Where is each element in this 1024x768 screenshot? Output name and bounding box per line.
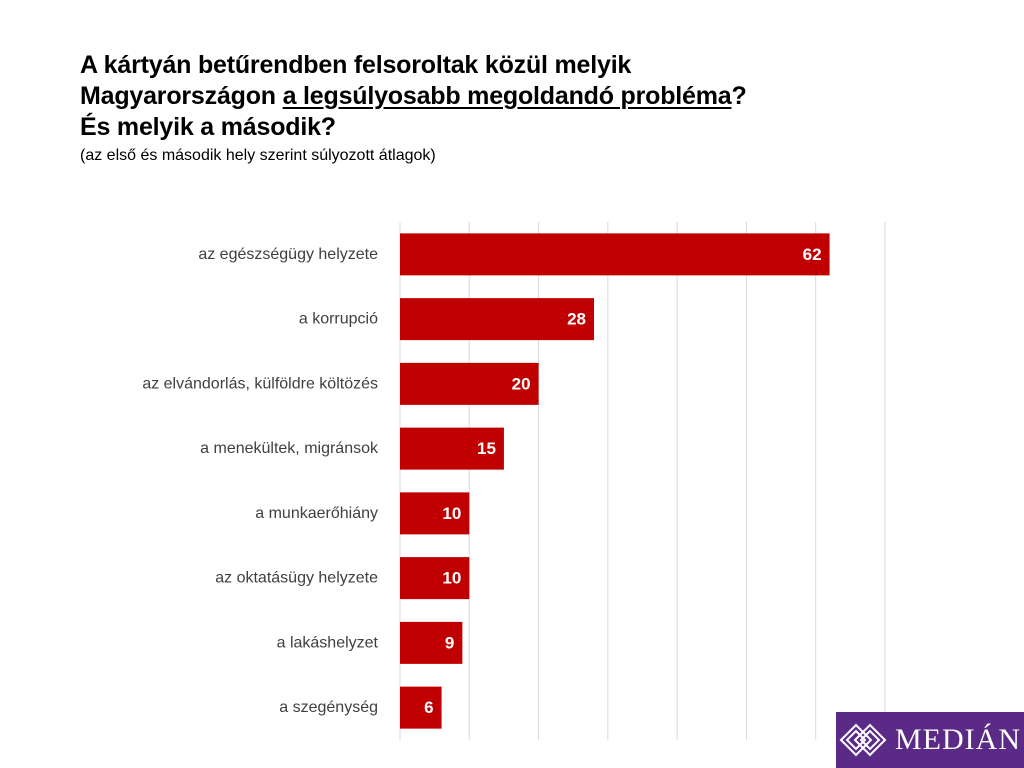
value-label: 6 [424,698,433,717]
category-label: az oktatásügy helyzete [215,570,378,587]
title-line-1: A kártyán betűrendben felsoroltak közül … [80,51,632,79]
value-labels: 62 28 20 15 10 10 9 6 [424,245,821,717]
bar [400,557,470,600]
value-label: 10 [442,504,461,523]
value-label: 9 [445,633,454,652]
value-label: 28 [567,310,586,329]
bars [400,233,830,729]
category-label: az elvándorlás, külföldre költözés [142,375,378,392]
value-label: 62 [803,245,822,264]
value-label: 20 [512,374,531,393]
bar [400,492,470,535]
bar [400,427,504,470]
category-label: a munkaerőhiány [255,505,378,522]
category-label: a korrupció [299,311,378,328]
title-block: A kártyán betűrendben felsoroltak közül … [80,50,980,167]
category-label: a szegénység [279,699,378,716]
median-logo: MEDIÁN [836,712,1024,768]
bar [400,298,594,341]
category-labels: az egészségügy helyzete a korrupció az elv… [142,246,379,716]
bar [400,686,442,729]
title-line-2-suffix: ? [731,82,747,110]
title-line-2-underlined: a legsúlyosabb megoldandó probléma [282,82,732,110]
bar [400,621,463,664]
bar [400,233,830,276]
title-line-3: És melyik a második? [80,113,336,141]
category-label: a menekültek, migránsok [200,440,379,457]
value-label: 10 [442,569,461,588]
category-label: az egészségügy helyzete [198,246,378,263]
title-line-2-prefix: Magyarországon [80,82,283,110]
category-label: a lakáshelyzet [277,634,379,651]
median-logo-mark-icon [839,723,887,757]
value-label: 15 [477,439,496,458]
chart-subtitle: (az első és második hely szerint súlyozo… [80,147,436,164]
title-line-2: Magyarországon a legsúlyosabb megoldandó… [80,81,980,112]
median-logo-text: MEDIÁN [895,723,1021,756]
bar [400,362,539,405]
